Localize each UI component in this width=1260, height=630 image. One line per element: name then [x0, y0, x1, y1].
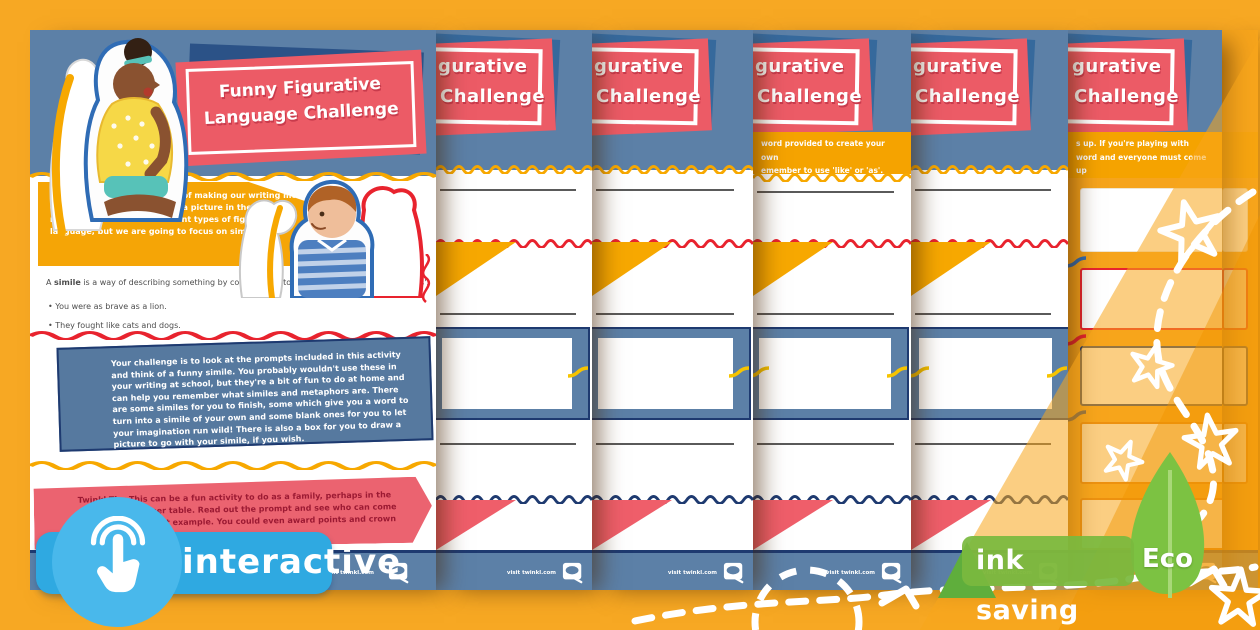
drawing-box: [911, 327, 1068, 420]
writing-line: [757, 443, 894, 445]
example-bullet-2: • They fought like cats and dogs.: [48, 321, 181, 330]
twinkl-logo-icon: [388, 562, 409, 584]
ink-saving-label: ink saving: [976, 545, 1079, 626]
red-triangle-decoration: [592, 500, 672, 550]
challenge-box: Your challenge is to look at the prompts…: [56, 336, 434, 452]
title-banner: Funny Figurative Language Challenge: [175, 49, 427, 167]
writing-line: [440, 189, 576, 191]
writing-line: [757, 313, 894, 315]
writing-line: [440, 313, 576, 315]
twinkl-logo-icon: [881, 562, 902, 584]
page-1: Funny Figurative Language Challenge: [30, 30, 436, 590]
instruction-strip: word provided to create your own emember…: [753, 132, 911, 175]
writing-line: [915, 313, 1051, 315]
orange-triangle-decoration: [436, 242, 516, 296]
visit-twinkl-link: visit twinkl.com: [667, 570, 717, 576]
drawing-area: [598, 338, 733, 409]
orange-wave-icon: [436, 165, 592, 174]
strip-line-2: emember to use 'like' or 'as'.: [761, 166, 884, 175]
page-5: gurative Challenge visit twinkl.com: [911, 30, 1068, 590]
drawing-box: [436, 327, 590, 420]
title-fragment-2: Challenge: [596, 86, 702, 107]
orange-triangle-decoration: [753, 242, 833, 296]
yellow-squiggle-icon: [887, 366, 909, 378]
title-fragment-1: gurative: [1072, 56, 1162, 77]
simile-word: simile: [54, 278, 81, 287]
title-fragment-1: gurative: [755, 56, 845, 77]
orange-wave-icon: [753, 173, 911, 182]
writing-line: [757, 191, 894, 193]
title-fragment-2: Challenge: [757, 86, 863, 107]
drawing-box: [753, 327, 909, 420]
eco-label: Eco: [1142, 544, 1194, 574]
title-fragment-1: gurative: [913, 56, 1003, 77]
simile-pre: A: [46, 278, 55, 287]
red-squiggle-icon: [422, 254, 431, 303]
drawing-area: [919, 338, 1052, 409]
tap-icon: [90, 516, 146, 593]
strip-line-1: s up. If you're playing with: [1076, 139, 1189, 148]
visit-twinkl-link: visit twinkl.com: [506, 570, 556, 576]
title-fragment-2: Challenge: [915, 86, 1021, 107]
page-4: gurative Challenge word provided to crea…: [753, 30, 911, 590]
girl-illustration: [49, 38, 189, 236]
orange-wave-icon: [911, 165, 1068, 174]
twinkl-logo-icon: [562, 562, 583, 584]
footer-rule: [436, 550, 592, 553]
footer-rule: [753, 550, 911, 553]
orange-wave-icon: [30, 458, 436, 470]
orange-triangle-decoration: [592, 242, 672, 296]
orange-wave-icon: [592, 165, 753, 174]
visit-twinkl-link: visit twinkl.com: [324, 570, 374, 576]
footer-rule: [592, 550, 753, 553]
writing-line: [596, 443, 734, 445]
yellow-squiggle-icon: [1047, 366, 1068, 378]
drawing-area: [759, 338, 891, 409]
yellow-squiggle-icon: [568, 366, 590, 378]
title-fragment-2: Challenge: [1074, 86, 1180, 107]
title-fragment-2: Challenge: [440, 86, 546, 107]
red-triangle-decoration: [753, 500, 833, 550]
ink-saving-badge: ink saving: [962, 536, 1134, 626]
twinkl-logo-icon: [723, 562, 744, 584]
dashed-circle-icon: [751, 566, 863, 630]
page-2: gurative Challenge visit twinkl.com: [436, 30, 592, 590]
interactive-label: interactive: [182, 542, 402, 582]
yellow-squiggle-icon: [729, 366, 751, 378]
writing-line: [596, 313, 734, 315]
writing-line: [915, 189, 1051, 191]
example-bullet-1: • You were as brave as a lion.: [48, 302, 167, 311]
drawing-area: [442, 338, 572, 409]
strip-line-1: word provided to create your own: [761, 139, 885, 162]
title-fragment-1: gurative: [438, 56, 528, 77]
yellow-squiggle-icon: [911, 366, 931, 378]
page-footer: visit twinkl.com: [592, 553, 753, 590]
orange-triangle-decoration: [911, 242, 991, 296]
writing-line: [596, 189, 734, 191]
page-3: gurative Challenge visit twinkl.com: [592, 30, 753, 590]
yellow-squiggle-icon: [753, 366, 771, 378]
boy-illustration: [238, 179, 424, 298]
drawing-box: [592, 327, 751, 420]
writing-line: [915, 443, 1051, 445]
writing-line: [440, 443, 576, 445]
red-triangle-decoration: [436, 500, 516, 550]
title-fragment-1: gurative: [594, 56, 684, 77]
page-footer: visit twinkl.com: [753, 553, 911, 590]
challenge-text: Your challenge is to look at the prompts…: [110, 350, 409, 450]
eco-leaf-icon: [1130, 452, 1205, 598]
page-footer: visit twinkl.com: [436, 553, 592, 590]
visit-twinkl-link: visit twinkl.com: [825, 570, 875, 576]
